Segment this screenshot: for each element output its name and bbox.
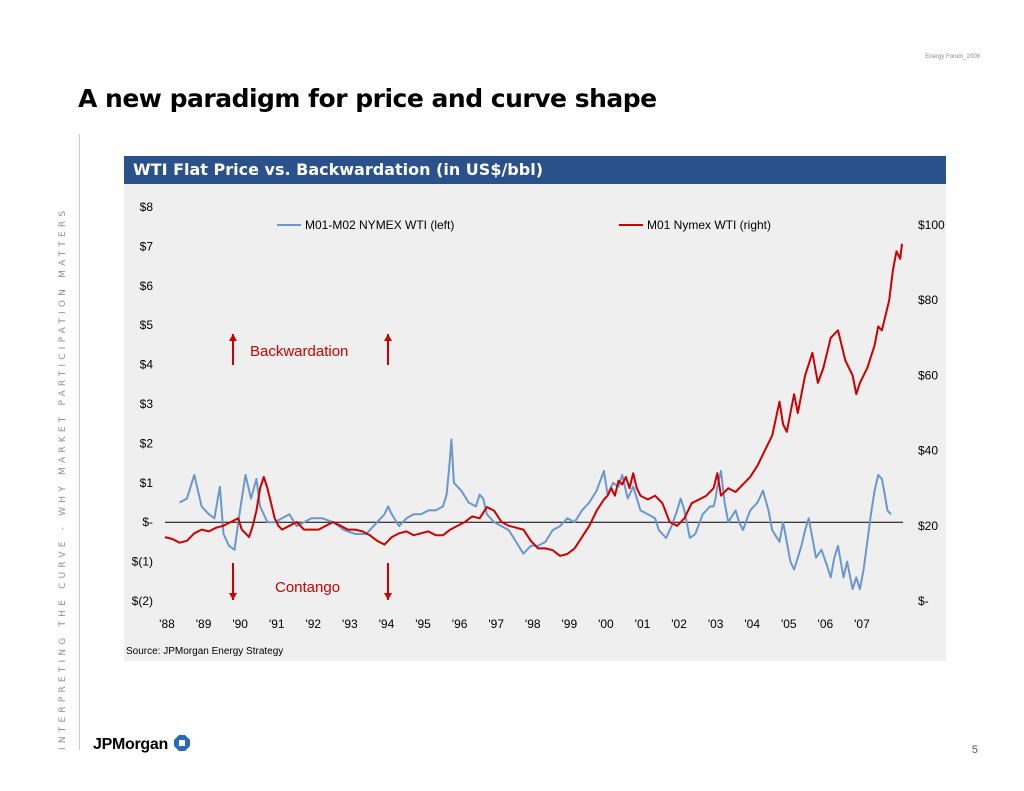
forum-label: Energy Forum_2008 (925, 54, 980, 60)
x-tick-label: '04 (744, 617, 760, 631)
y-right-tick-label: $20 (918, 519, 938, 533)
x-tick-label: '98 (525, 617, 541, 631)
x-tick-label: '88 (159, 617, 175, 631)
y-right-tick-label: $60 (918, 368, 938, 382)
y-left-tick-label: $8 (140, 200, 154, 214)
y-right-tick-label: $100 (918, 218, 945, 232)
backwardation-label: Backwardation (250, 343, 348, 360)
x-tick-label: '91 (269, 617, 285, 631)
x-tick-label: '01 (635, 617, 651, 631)
y-left-tick-label: $5 (140, 318, 154, 332)
chart-panel (124, 156, 946, 661)
contango-arrow-right-head (384, 593, 392, 600)
x-tick-label: '93 (342, 617, 358, 631)
y-left-tick-label: $3 (140, 397, 154, 411)
y-right-tick-label: $- (918, 594, 929, 608)
y-left-tick-label: $6 (140, 279, 154, 293)
y-left-tick-label: $- (142, 515, 153, 529)
x-tick-label: '02 (671, 617, 687, 631)
x-tick-label: '94 (379, 617, 395, 631)
chart-title: WTI Flat Price vs. Backwardation (in US$… (133, 160, 543, 179)
source-note: Source: JPMorgan Energy Strategy (126, 646, 283, 657)
backwardation-arrow-right-head (384, 334, 392, 341)
price-series-line (164, 243, 903, 557)
x-tick-label: '96 (452, 617, 468, 631)
y-left-tick-label: $7 (140, 239, 154, 253)
x-tick-label: '99 (562, 617, 578, 631)
logo-text: JPMorgan (93, 736, 168, 753)
x-tick-label: '00 (598, 617, 614, 631)
jpmorgan-logo: JPMorgan (93, 735, 191, 754)
page-number: 5 (971, 744, 978, 756)
y-right-tick-label: $80 (918, 293, 938, 307)
x-tick-label: '03 (708, 617, 724, 631)
contango-arrow-left-head (229, 593, 237, 600)
backwardation-arrow-left-head (229, 334, 237, 341)
y-left-tick-label: $4 (140, 358, 154, 372)
y-left-tick-label: $1 (140, 476, 154, 490)
contango-label: Contango (275, 579, 340, 596)
x-tick-label: '89 (196, 617, 212, 631)
spread-series-line (179, 438, 892, 591)
octagon-logo-icon (174, 735, 191, 751)
y-left-tick-label: $(2) (132, 594, 153, 608)
x-tick-label: '07 (854, 617, 870, 631)
x-tick-label: '06 (818, 617, 834, 631)
x-tick-label: '95 (415, 617, 431, 631)
y-left-tick-label: $(1) (132, 555, 153, 569)
page-title: A new paradigm for price and curve shape (78, 84, 657, 113)
x-tick-label: '90 (232, 617, 248, 631)
x-tick-label: '97 (488, 617, 504, 631)
y-right-tick-label: $40 (918, 444, 938, 458)
x-tick-label: '92 (305, 617, 321, 631)
y-left-tick-label: $2 (140, 436, 154, 450)
x-tick-label: '05 (781, 617, 797, 631)
legend-entry: M01-M02 NYMEX WTI (left) (305, 218, 454, 232)
chart-title-bar: WTI Flat Price vs. Backwardation (in US$… (124, 156, 946, 184)
sidebar-divider (79, 134, 80, 750)
legend-entry: M01 Nymex WTI (right) (647, 218, 771, 232)
